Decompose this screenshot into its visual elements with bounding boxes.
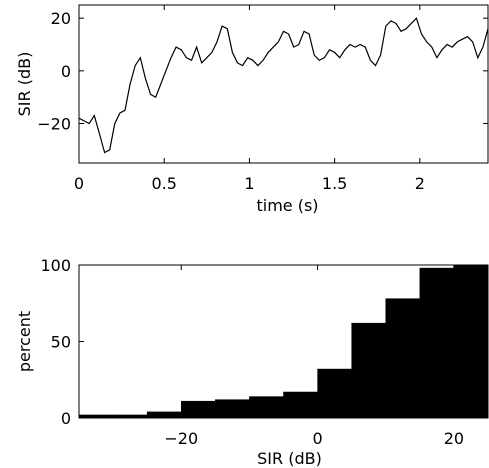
top-y-tick-label: 0	[61, 62, 71, 81]
histogram-bar	[283, 391, 318, 419]
histogram-bar	[351, 322, 386, 419]
bottom-x-tick-label: 0	[312, 429, 322, 448]
bottom-y-axis-label: percent	[15, 311, 34, 372]
top-x-tick-label: 2	[415, 174, 425, 193]
histogram-bar	[419, 267, 455, 419]
sir-time-series-line	[78, 17, 489, 154]
histogram-bar	[181, 400, 216, 419]
top-y-axis-label: SIR (dB)	[15, 52, 34, 117]
top-x-tick-label: 1.5	[322, 174, 347, 193]
top-plot-frame	[78, 4, 489, 164]
bottom-x-tick-label: 20	[444, 429, 464, 448]
histogram-bar	[317, 368, 352, 419]
histogram-bar	[385, 298, 421, 419]
histogram-bar	[215, 399, 250, 419]
bottom-x-axis-label: SIR (dB)	[257, 449, 322, 468]
top-x-axis-label: time (s)	[256, 196, 318, 215]
sir-cumulative-histogram: −20 0 20 0 50 100 SIR (dB) percent	[15, 256, 489, 468]
bottom-y-tick-label: 0	[61, 409, 71, 428]
top-x-tick-label: 0.5	[151, 174, 176, 193]
histogram-bar	[249, 396, 284, 419]
histogram-bar	[453, 264, 489, 419]
bottom-y-tick-label: 50	[51, 333, 71, 352]
top-y-tick-label: −20	[37, 115, 71, 134]
top-x-tick-label: 1	[244, 174, 254, 193]
bottom-y-tick-label: 100	[40, 256, 71, 275]
top-y-tick-label: 20	[51, 9, 71, 28]
bottom-x-tick-label: −20	[164, 429, 198, 448]
sir-time-plot: 0 0.5 1 1.5 2 −20 0 20 time (s) SIR (dB)	[15, 4, 489, 215]
top-x-tick-label: 0	[74, 174, 84, 193]
histogram-bar	[146, 411, 182, 419]
